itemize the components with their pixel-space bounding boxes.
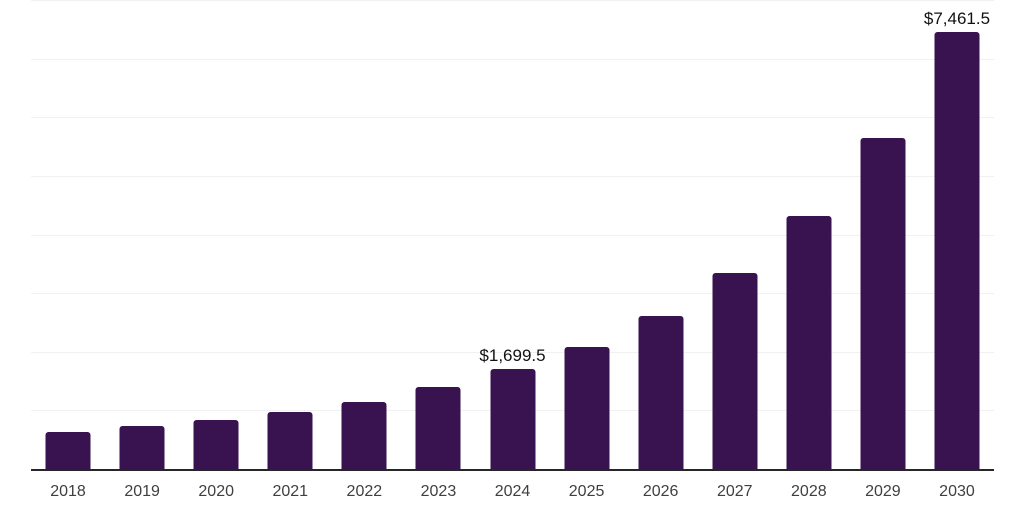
gridline [31, 234, 994, 236]
x-tick-label: 2023 [420, 482, 457, 500]
bar [934, 31, 980, 469]
x-tick-label: 2028 [791, 482, 827, 500]
gridline [31, 175, 994, 177]
bar [786, 216, 832, 469]
bar-slot [550, 0, 624, 469]
x-tick-label: 2019 [124, 482, 160, 500]
bar [415, 386, 461, 469]
x-tick-label: 2027 [716, 482, 753, 500]
bar-slot [772, 0, 846, 469]
bar-slot [253, 0, 327, 469]
x-tick-label: 2021 [272, 482, 309, 500]
bar-slot [846, 0, 920, 469]
bar-slot [624, 0, 698, 469]
bar [564, 346, 610, 469]
bar [119, 425, 165, 469]
gridline [31, 58, 994, 60]
bars-row: $1,699.5 $7,461.5 [31, 0, 994, 469]
bar-slot [327, 0, 401, 469]
bar [638, 316, 684, 469]
x-tick-label: 2030 [939, 482, 975, 500]
bar-value-label: $1,699.5 [479, 346, 546, 366]
bar [490, 369, 535, 469]
bar-slot [179, 0, 253, 469]
gridline [31, 117, 994, 119]
bar-slot [31, 0, 105, 469]
gridline [31, 293, 994, 295]
x-tick-label: 2022 [346, 482, 383, 500]
bar-slot [698, 0, 772, 469]
bar-value-label: $7,461.5 [923, 8, 991, 28]
bar [267, 411, 313, 469]
x-tick-label: 2026 [642, 482, 679, 500]
x-tick-label: 2025 [568, 482, 605, 500]
bar-slot: $7,461.5 [920, 0, 994, 469]
bar [45, 431, 91, 469]
x-axis-tick-labels: 2018 2019 2020 2021 2022 2023 2024 2025 2026 2027… [31, 471, 994, 512]
bar [193, 419, 239, 469]
gridline [31, 351, 994, 353]
x-tick-label: 2018 [50, 482, 86, 500]
gridline [31, 0, 994, 1]
bar [860, 138, 906, 469]
bar-slot [401, 0, 475, 469]
bar-slot: $1,699.5 [475, 0, 549, 469]
x-tick-label: 2020 [198, 482, 234, 500]
bar [341, 401, 387, 469]
x-tick-label: 2024 [494, 482, 531, 500]
x-tick-label: 2029 [865, 482, 901, 500]
plot-area: $1,699.5 $7,461.5 [31, 0, 994, 471]
bar [712, 273, 758, 469]
bar-slot [105, 0, 179, 469]
